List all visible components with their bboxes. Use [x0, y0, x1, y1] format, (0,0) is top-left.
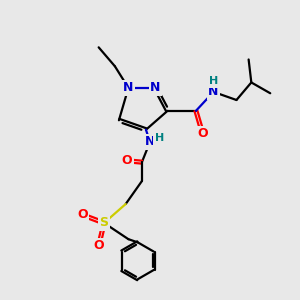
Text: S: S — [100, 217, 109, 230]
Text: H: H — [209, 76, 218, 86]
Text: N: N — [208, 85, 219, 98]
Text: O: O — [93, 239, 104, 252]
Text: O: O — [197, 127, 208, 140]
Text: N: N — [150, 81, 161, 94]
Text: O: O — [77, 208, 88, 221]
Text: O: O — [122, 154, 132, 167]
Text: H: H — [155, 133, 164, 143]
Text: N: N — [123, 81, 134, 94]
Text: N: N — [145, 135, 155, 148]
